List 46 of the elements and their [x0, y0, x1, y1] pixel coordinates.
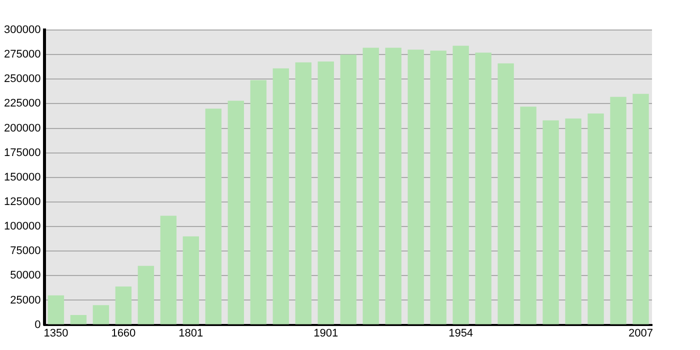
x-tick-label: 1901: [314, 327, 338, 340]
bar: [182, 236, 200, 324]
x-tick-label: 2007: [628, 327, 653, 340]
bar: [205, 108, 222, 324]
y-tick-label: 0: [34, 318, 41, 331]
y-tick-label: 200000: [4, 122, 41, 134]
bar: [408, 50, 424, 324]
bar: [452, 46, 469, 324]
bar: [138, 266, 154, 324]
bar: [632, 94, 649, 324]
bar: [272, 68, 289, 324]
y-tick-label: 150000: [4, 171, 41, 184]
bar: [475, 52, 492, 324]
bar: [610, 96, 626, 324]
x-tick-label: 1660: [111, 327, 136, 340]
x-tick-label: 1350: [44, 327, 68, 340]
bar: [115, 286, 132, 324]
x-tick-label: 1801: [178, 327, 204, 340]
bar: [250, 80, 266, 324]
x-tick-label: 1954: [448, 327, 474, 340]
bar: [542, 120, 559, 324]
bar: [588, 114, 604, 324]
bar: [70, 314, 87, 324]
bar: [362, 48, 379, 324]
y-tick-label: 300000: [4, 24, 41, 36]
bar: [228, 100, 244, 324]
bar: [565, 118, 582, 324]
y-tick-label: 225000: [4, 98, 41, 110]
bar: [48, 295, 64, 324]
bar: [498, 63, 514, 324]
y-tick-label: 250000: [4, 73, 41, 86]
y-tick-label: 125000: [4, 196, 41, 208]
y-tick-label: 100000: [4, 220, 41, 233]
bar: [430, 50, 446, 324]
y-tick-label: 25000: [10, 294, 41, 306]
bar: [92, 305, 110, 324]
bar: [295, 62, 312, 324]
y-tick-label: 50000: [10, 270, 41, 282]
bar: [340, 54, 356, 324]
bar: [520, 106, 536, 324]
y-tick-label: 275000: [4, 48, 41, 61]
bar: [160, 216, 177, 324]
bar: [318, 61, 334, 324]
bar: [385, 48, 402, 324]
y-tick-label: 175000: [4, 146, 41, 159]
y-tick-label: 75000: [10, 245, 41, 258]
